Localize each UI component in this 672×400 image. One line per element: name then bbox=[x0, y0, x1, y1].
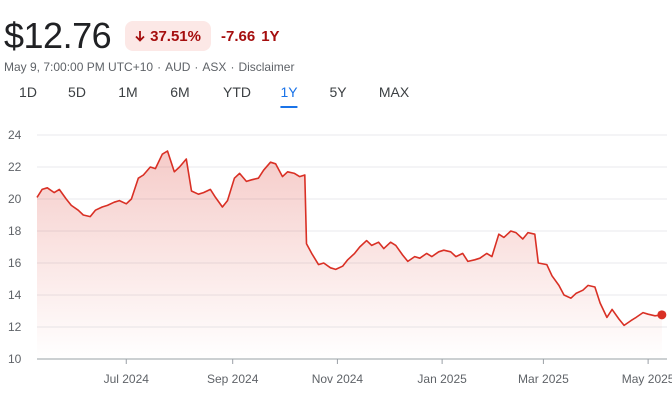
quote-timestamp: May 9, 7:00:00 PM UTC+10 bbox=[4, 60, 154, 74]
disclaimer-link[interactable]: Disclaimer bbox=[238, 60, 295, 74]
separator-dot: · bbox=[157, 60, 162, 74]
range-tab-5y[interactable]: 5Y bbox=[329, 84, 347, 100]
absolute-change: -7.66 1Y bbox=[221, 28, 280, 45]
y-tick-label: 10 bbox=[8, 352, 22, 366]
x-tick-label: Jan 2025 bbox=[417, 372, 467, 386]
x-tick-label: Mar 2025 bbox=[518, 372, 569, 386]
change-period: 1Y bbox=[261, 27, 280, 45]
y-tick-label: 20 bbox=[8, 192, 22, 206]
current-price: $12.76 bbox=[4, 15, 112, 56]
range-tab-1d[interactable]: 1D bbox=[19, 84, 37, 100]
range-tab-max[interactable]: MAX bbox=[378, 84, 410, 100]
price-header: $12.76 37.51% -7.66 1Y bbox=[4, 14, 280, 58]
x-tick-label: May 2025 bbox=[622, 372, 672, 386]
range-tab-6m[interactable]: 6M bbox=[170, 84, 190, 100]
absolute-change-value: -7.66 bbox=[220, 27, 256, 45]
x-tick-label: Sep 2024 bbox=[207, 372, 259, 386]
last-price-marker bbox=[657, 310, 667, 320]
arrow-down-icon bbox=[135, 31, 145, 42]
x-tick-label: Nov 2024 bbox=[312, 372, 364, 386]
y-tick-label: 24 bbox=[8, 128, 22, 142]
quote-meta: May 9, 7:00:00 PM UTC+10 · AUD · ASX · Disclai… bbox=[4, 60, 294, 74]
percent-change-badge: 37.51% bbox=[125, 21, 211, 51]
separator-dot: · bbox=[194, 60, 199, 74]
range-tab-5d[interactable]: 5D bbox=[68, 84, 86, 100]
y-tick-label: 16 bbox=[8, 256, 22, 270]
price-area-fill bbox=[37, 151, 662, 359]
y-tick-label: 12 bbox=[8, 320, 22, 334]
y-tick-label: 22 bbox=[8, 160, 22, 174]
price-line bbox=[36, 150, 663, 327]
range-tab-1y[interactable]: 1Y bbox=[280, 84, 298, 108]
percent-change-value: 37.51% bbox=[150, 27, 201, 45]
separator-dot: · bbox=[230, 60, 235, 74]
y-tick-label: 18 bbox=[8, 224, 22, 238]
quote-currency: AUD bbox=[165, 60, 191, 74]
quote-exchange: ASX bbox=[202, 60, 227, 74]
x-tick-label: Jul 2024 bbox=[104, 372, 150, 386]
range-tab-1m[interactable]: 1M bbox=[118, 84, 138, 100]
range-tab-ytd[interactable]: YTD bbox=[223, 84, 251, 100]
y-tick-label: 14 bbox=[8, 288, 22, 302]
